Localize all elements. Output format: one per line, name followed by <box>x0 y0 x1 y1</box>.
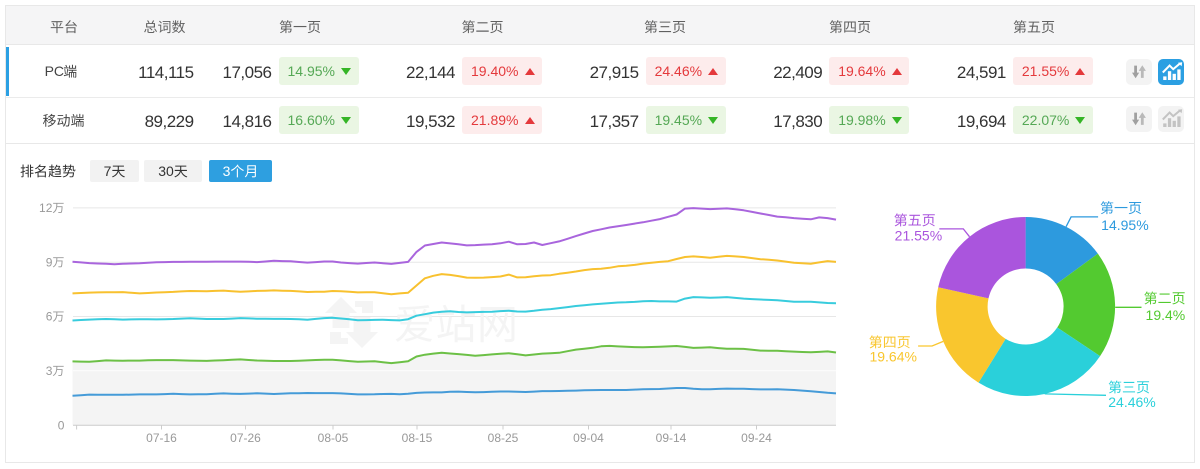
svg-text:21.55%: 21.55% <box>895 228 942 244</box>
svg-text:09-04: 09-04 <box>573 431 604 445</box>
svg-text:3: 3 <box>46 364 53 378</box>
svg-text:09-24: 09-24 <box>741 431 772 445</box>
svg-text:19.4%: 19.4% <box>1146 307 1186 323</box>
svg-text:08-15: 08-15 <box>402 431 433 445</box>
svg-text:09-14: 09-14 <box>656 431 687 445</box>
svg-text:07-16: 07-16 <box>146 431 177 445</box>
svg-text:6: 6 <box>46 310 53 324</box>
svg-text:9: 9 <box>46 255 53 269</box>
svg-text:14.95%: 14.95% <box>1101 217 1148 233</box>
svg-text:12: 12 <box>39 201 53 215</box>
svg-text:19.64%: 19.64% <box>869 349 916 365</box>
svg-text:08-25: 08-25 <box>488 431 519 445</box>
svg-text:3: 3 <box>223 163 231 179</box>
svg-text:0: 0 <box>58 418 65 432</box>
svg-text:07-26: 07-26 <box>230 431 261 445</box>
svg-text:7: 7 <box>104 163 112 179</box>
svg-text:08-05: 08-05 <box>318 431 349 445</box>
svg-text:24.46%: 24.46% <box>1108 394 1155 410</box>
svg-text:30: 30 <box>158 163 174 179</box>
